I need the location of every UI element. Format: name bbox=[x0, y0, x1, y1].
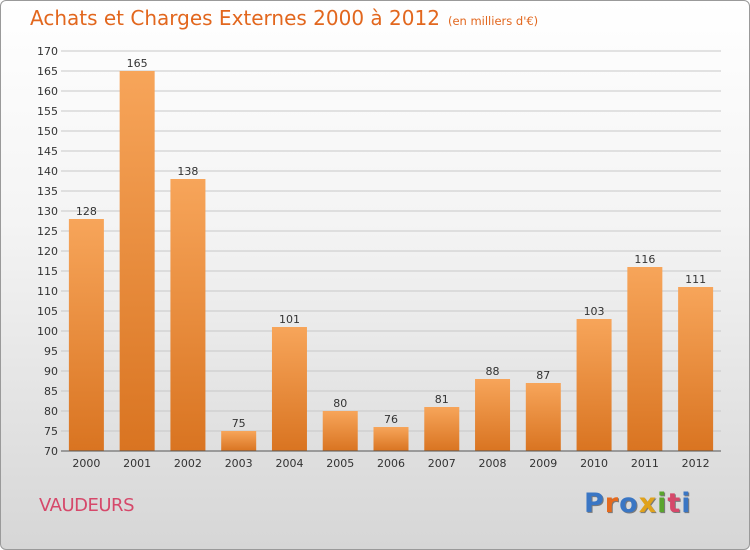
y-tick-label: 170 bbox=[37, 45, 58, 58]
x-tick-label: 2000 bbox=[72, 457, 100, 470]
chart-subtitle: (en milliers d'€) bbox=[447, 14, 539, 28]
bar bbox=[322, 411, 358, 451]
logo-letter: x bbox=[638, 488, 658, 519]
bar bbox=[170, 179, 206, 451]
bar bbox=[221, 431, 257, 451]
bar bbox=[373, 427, 409, 451]
data-label: 81 bbox=[435, 393, 449, 406]
data-label: 75 bbox=[232, 417, 246, 430]
bar bbox=[271, 327, 307, 451]
logo-letter: o bbox=[619, 488, 639, 519]
y-tick-label: 80 bbox=[44, 405, 58, 418]
chart-title-text: Achats et Charges Externes 2000 à 2012 bbox=[30, 6, 440, 30]
data-label: 88 bbox=[486, 365, 500, 378]
y-tick-label: 105 bbox=[37, 305, 58, 318]
y-tick-label: 165 bbox=[37, 65, 58, 78]
x-tick-label: 2002 bbox=[174, 457, 202, 470]
y-axis-ticks: 70 75 80 85 90 95 100 105 110 115 120 125 130 135 140 1… bbox=[37, 45, 58, 458]
y-tick-label: 160 bbox=[37, 85, 58, 98]
logo-letter: t bbox=[667, 488, 682, 519]
data-label: 111 bbox=[685, 273, 706, 286]
x-tick-label: 2001 bbox=[123, 457, 151, 470]
bars bbox=[68, 71, 714, 451]
y-tick-label: 135 bbox=[37, 185, 58, 198]
y-tick-label: 150 bbox=[37, 125, 58, 138]
bar bbox=[525, 383, 561, 451]
x-tick-label: 2003 bbox=[225, 457, 253, 470]
bar bbox=[678, 287, 714, 451]
y-tick-label: 130 bbox=[37, 205, 58, 218]
data-label: 76 bbox=[384, 413, 398, 426]
y-tick-label: 115 bbox=[37, 265, 58, 278]
y-tick-label: 75 bbox=[44, 425, 58, 438]
y-tick-label: 70 bbox=[44, 445, 58, 458]
y-tick-label: 125 bbox=[37, 225, 58, 238]
y-tick-label: 95 bbox=[44, 345, 58, 358]
bar bbox=[475, 379, 511, 451]
x-tick-label: 2005 bbox=[326, 457, 354, 470]
x-tick-label: 2004 bbox=[275, 457, 303, 470]
gridlines bbox=[61, 50, 721, 452]
y-tick-label: 90 bbox=[44, 365, 58, 378]
x-tick-label: 2010 bbox=[580, 457, 608, 470]
data-labels: 128 165 138 75 101 80 76 81 88 87 103 116 111 bbox=[76, 57, 706, 430]
data-label: 101 bbox=[279, 313, 300, 326]
x-tick-label: 2012 bbox=[682, 457, 710, 470]
data-label: 128 bbox=[76, 205, 97, 218]
data-label: 80 bbox=[333, 397, 347, 410]
proxiti-logo: Proxiti bbox=[584, 488, 692, 519]
x-tick-label: 2011 bbox=[631, 457, 659, 470]
bar bbox=[576, 319, 612, 451]
y-tick-label: 85 bbox=[44, 385, 58, 398]
commune-name: VAUDEURS bbox=[39, 495, 135, 516]
x-tick-label: 2009 bbox=[529, 457, 557, 470]
logo-letter: r bbox=[604, 488, 620, 519]
logo-letter: P bbox=[584, 488, 605, 519]
y-tick-label: 145 bbox=[37, 145, 58, 158]
logo-letter: i bbox=[657, 488, 668, 519]
data-label: 116 bbox=[634, 253, 655, 266]
y-tick-label: 120 bbox=[37, 245, 58, 258]
y-tick-label: 140 bbox=[37, 165, 58, 178]
data-label: 103 bbox=[584, 305, 605, 318]
data-label: 87 bbox=[536, 369, 550, 382]
y-tick-label: 110 bbox=[37, 285, 58, 298]
bar bbox=[119, 71, 155, 451]
bar bbox=[68, 219, 104, 451]
x-tick-label: 2007 bbox=[428, 457, 456, 470]
chart-title: Achats et Charges Externes 2000 à 2012 (e… bbox=[30, 6, 538, 30]
y-tick-label: 155 bbox=[37, 105, 58, 118]
x-tick-label: 2006 bbox=[377, 457, 405, 470]
logo-letter: i bbox=[681, 488, 692, 519]
bar bbox=[627, 267, 663, 451]
data-label: 138 bbox=[177, 165, 198, 178]
data-label: 165 bbox=[127, 57, 148, 70]
bar bbox=[424, 407, 460, 451]
x-axis-ticks: 2000 2001 2002 2003 2004 2005 2006 2007 2008 2009… bbox=[72, 457, 709, 470]
x-tick-label: 2008 bbox=[479, 457, 507, 470]
y-tick-label: 100 bbox=[37, 325, 58, 338]
